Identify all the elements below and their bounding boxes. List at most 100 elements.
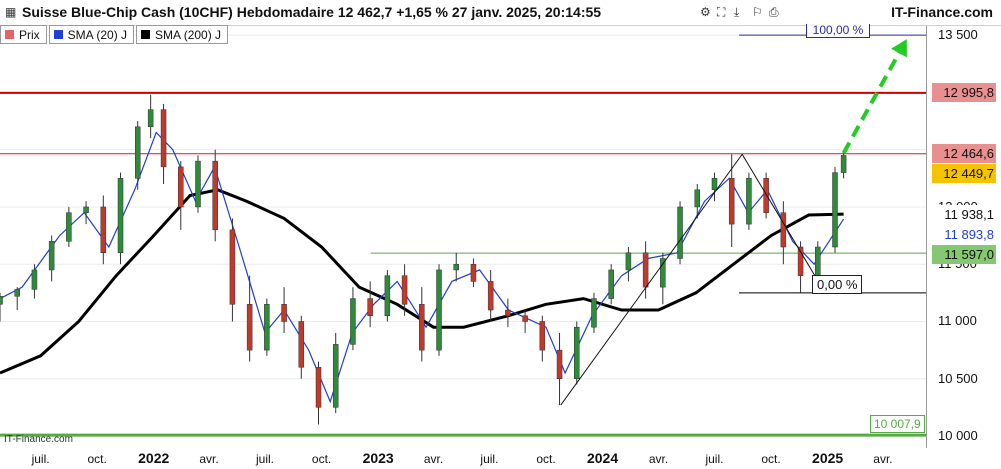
- low-level-label: 10 007,9: [870, 415, 925, 433]
- x-tick-label: oct.: [761, 452, 781, 466]
- print-icon[interactable]: ⎙: [769, 5, 779, 19]
- candle-body: [264, 304, 270, 351]
- candle-body: [332, 344, 339, 408]
- legend-label-price: Prix: [19, 27, 40, 42]
- candle-body: [470, 263, 477, 282]
- download-icon[interactable]: ⤓: [734, 5, 740, 19]
- candle-body: [625, 252, 632, 271]
- candle-body: [436, 269, 442, 351]
- x-tick-label: juil.: [705, 452, 724, 466]
- sma20-line: [0, 131, 845, 404]
- candle-body: [574, 326, 580, 379]
- low-level-text: 10 007,9: [874, 417, 921, 431]
- candle-body: [539, 321, 546, 351]
- sma200-line: [0, 188, 844, 375]
- candle-body: [384, 275, 391, 316]
- price-swatch-icon: [5, 30, 14, 39]
- projection-arrow: [841, 39, 907, 155]
- y-tick-label: 11 000: [938, 313, 977, 329]
- trend-lines: [560, 153, 826, 406]
- projection-arrowhead-icon: [891, 39, 907, 58]
- share-icon[interactable]: ⚐: [752, 5, 763, 19]
- candle-body: [0, 296, 3, 305]
- x-tick-label: oct.: [311, 452, 332, 466]
- site-name: IT-Finance.com: [891, 4, 993, 20]
- candle-body: [83, 206, 89, 213]
- legend-item-price[interactable]: Prix: [0, 25, 47, 44]
- legend-label-sma200: SMA (200) J: [155, 27, 222, 42]
- candle-body: [711, 178, 718, 191]
- x-tick-label: avr.: [873, 452, 893, 466]
- chart-icon[interactable]: ▦: [5, 5, 17, 19]
- fib-top-label: 100,00 %: [806, 24, 870, 38]
- candle-body: [763, 178, 769, 213]
- chart-title: Suisse Blue-Chip Cash (10CHF) Hebdomadai…: [22, 4, 602, 20]
- candle-body: [453, 263, 459, 271]
- candle-body: [840, 155, 847, 173]
- y-tick-label: 10 500: [938, 370, 978, 386]
- candle-body: [195, 160, 201, 208]
- x-tick-label: 2022: [138, 450, 170, 466]
- x-tick-label: 2024: [586, 450, 619, 466]
- candle-body: [350, 298, 356, 345]
- candle-body: [522, 315, 528, 322]
- candle-body: [401, 275, 408, 305]
- fib-bottom-text: 0,00 %: [817, 277, 858, 292]
- candle-body: [117, 178, 124, 254]
- legend-label-sma20: SMA (20) J: [67, 27, 128, 42]
- x-tick-label: avr.: [423, 452, 444, 466]
- candle-body: [591, 298, 597, 328]
- price-axis-divider: [926, 26, 927, 448]
- candle-body: [100, 206, 107, 254]
- candle-body: [419, 304, 425, 351]
- price-badge: 11 938,1: [932, 204, 996, 224]
- candle-body: [178, 166, 184, 208]
- x-tick-label: avr.: [648, 452, 669, 466]
- candle-body: [48, 241, 55, 271]
- candle-body: [66, 212, 72, 242]
- candle-body: [677, 206, 683, 259]
- candle-body: [212, 160, 218, 231]
- settings-icon[interactable]: ⚙: [700, 5, 711, 19]
- price-badge: 11 893,8: [932, 224, 996, 244]
- candle-body: [832, 172, 838, 248]
- price-badge: 11 597,0: [932, 244, 996, 264]
- candle-body: [134, 126, 141, 179]
- sma200-series: [0, 188, 844, 375]
- y-tick-label: 10 000: [938, 428, 978, 443]
- x-tick-label: 2023: [362, 450, 394, 466]
- candle-body: [315, 367, 322, 408]
- sma200-swatch-icon: [141, 30, 151, 39]
- candle-body: [31, 269, 38, 290]
- x-tick-label: juil.: [255, 452, 275, 466]
- candle-body: [505, 309, 511, 316]
- fullscreen-icon[interactable]: ⛶: [717, 5, 726, 19]
- candle-body: [780, 212, 787, 248]
- price-badge: 12 449,7: [932, 164, 996, 184]
- price-badge: 12 995,8: [932, 83, 996, 103]
- price-candles: [0, 94, 847, 425]
- sma20-swatch-icon: [53, 30, 63, 39]
- candle-body: [246, 304, 253, 351]
- grid-lines: [0, 34, 926, 437]
- candle-body: [694, 189, 701, 208]
- watermark: IT-Finance.com: [4, 434, 73, 445]
- candle-body: [746, 178, 752, 225]
- legend: Prix SMA (20) J SMA (200) J: [0, 25, 230, 46]
- candle-body: [147, 109, 154, 128]
- x-tick-label: juil.: [31, 452, 50, 466]
- projection-line: [841, 43, 906, 155]
- candle-body: [642, 252, 649, 288]
- candle-body: [556, 349, 563, 379]
- trend-line-trend-down: [741, 154, 826, 294]
- candle-body: [608, 269, 614, 299]
- x-tick-label: avr.: [199, 452, 219, 466]
- candle-body: [797, 246, 804, 276]
- legend-item-sma200[interactable]: SMA (200) J: [136, 25, 229, 44]
- x-tick-label: juil.: [480, 452, 499, 466]
- x-tick-label: oct.: [536, 452, 556, 466]
- candle-body: [229, 229, 236, 305]
- candle-body: [815, 246, 821, 276]
- legend-item-sma20[interactable]: SMA (20) J: [48, 25, 135, 44]
